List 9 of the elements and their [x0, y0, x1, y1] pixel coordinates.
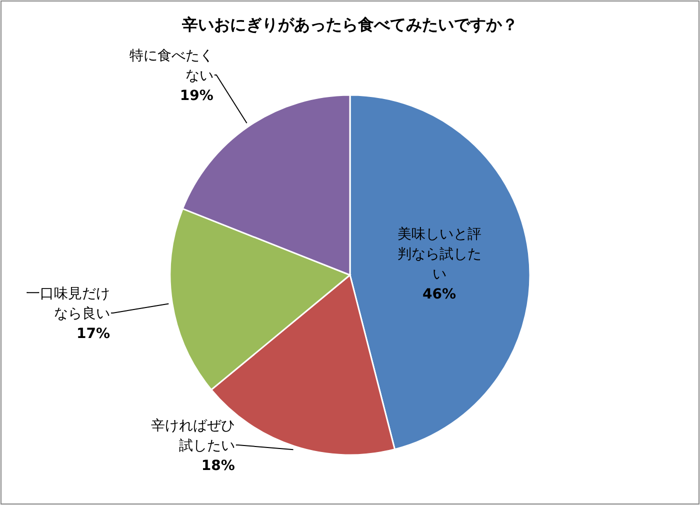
data-label: 18% [201, 458, 235, 474]
data-label: 46% [422, 286, 456, 303]
data-label: 19% [180, 88, 214, 104]
slice-label: 辛ければぜひ試したい [150, 418, 235, 454]
slice-label: 美味しいと評判なら試したい [397, 226, 482, 283]
data-label: 17% [76, 326, 110, 342]
slice-label: 特に食べたくない [129, 48, 214, 84]
slice-label: 一口味見だけなら良い [26, 286, 110, 322]
chart-title: 辛いおにぎりがあったら食べてみたいですか？ [181, 15, 518, 34]
